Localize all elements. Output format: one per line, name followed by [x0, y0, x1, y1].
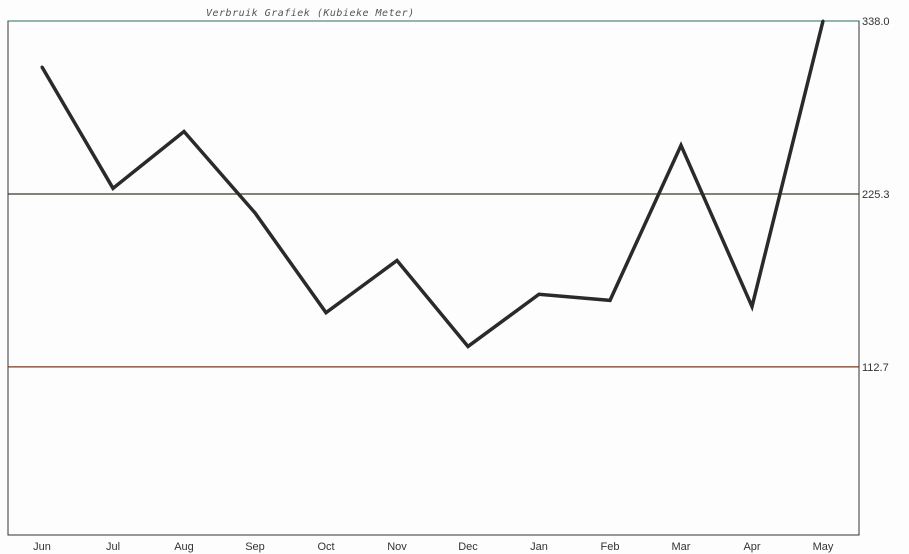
- x-tick-label-oct: Oct: [317, 541, 334, 553]
- y-tick-label: 225.3: [862, 189, 890, 201]
- x-tick-label-mar: Mar: [672, 541, 691, 553]
- x-tick-label-dec: Dec: [458, 541, 478, 553]
- y-tick-labels: 338.0 225.3 112.7: [862, 16, 890, 374]
- data-point-jun: [40, 65, 44, 69]
- x-tick-label-jun: Jun: [33, 541, 51, 553]
- grid-lines: [8, 20, 859, 368]
- data-point-dec: [466, 344, 470, 348]
- data-point-mar: [679, 143, 683, 147]
- plot-frame: [7, 20, 860, 536]
- data-point-jan: [537, 292, 541, 296]
- series-line-group: [40, 19, 825, 349]
- data-point-aug: [182, 130, 186, 134]
- x-tick-label-feb: Feb: [601, 541, 620, 553]
- series-line-1: [40, 20, 825, 349]
- x-tick-label-sep: Sep: [245, 541, 265, 553]
- x-tick-labels: Jun Jul Aug Sep Oct Nov Dec Jan Feb Mar Apr May: [33, 541, 834, 553]
- x-tick-label-apr: Apr: [743, 541, 760, 553]
- data-point-may: [821, 19, 825, 23]
- x-tick-label-may: May: [813, 541, 834, 553]
- x-tick-label-jul: Jul: [106, 541, 120, 553]
- data-point-apr: [750, 305, 754, 309]
- data-point-sep: [253, 211, 257, 215]
- data-point-oct: [324, 311, 328, 315]
- data-point-nov: [395, 258, 399, 262]
- x-tick-label-jan: Jan: [530, 541, 548, 553]
- data-point-jul: [111, 186, 115, 190]
- x-tick-label-aug: Aug: [174, 541, 194, 553]
- y-tick-label: 338.0: [862, 16, 890, 28]
- y-tick-label: 112.7: [862, 362, 889, 374]
- data-point-feb: [608, 298, 612, 302]
- chart-title: Verbruik Grafiek (Kubieke Meter): [206, 8, 415, 19]
- x-tick-label-nov: Nov: [387, 541, 407, 553]
